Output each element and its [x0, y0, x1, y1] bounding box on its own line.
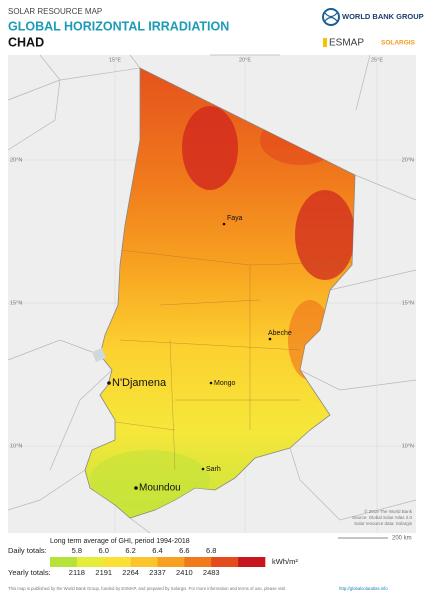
yearly-value: 2337 — [149, 568, 166, 577]
daily-value: 6.6 — [179, 546, 189, 555]
footer-link[interactable]: http://globalsolaratlas.info — [339, 586, 388, 591]
lon-label: 25°E — [371, 57, 383, 63]
cities: Faya Abeche N'Djamena Mongo Sarh Moundou — [107, 215, 292, 494]
yearly-value: 2191 — [95, 568, 112, 577]
city-dot — [209, 381, 213, 385]
legend-swatch — [211, 557, 239, 567]
legend-swatch — [184, 557, 212, 567]
solargis-logo: SOLARGIS — [381, 40, 416, 47]
wb-logo — [322, 8, 340, 26]
yearly-value: 2264 — [122, 568, 139, 577]
lon-label: 15°E — [109, 57, 121, 63]
credit-line: Source: Global Solar Atlas 2.0 — [352, 515, 413, 520]
lat-label: 15°N — [10, 300, 22, 306]
title: GLOBAL HORIZONTAL IRRADIATION — [8, 19, 229, 33]
daily-label: Daily totals: — [8, 546, 47, 555]
grid-labels: 15°E 20°E 25°E 20°N 20°N 15°N 15°N 10°N 10°N — [10, 57, 414, 449]
legend-title: Long term average of GHI, period 1994-20… — [50, 538, 190, 545]
legend-swatch — [157, 557, 185, 567]
daily-value: 6.4 — [152, 546, 162, 555]
lat-label: 10°N — [402, 443, 414, 449]
credit-line: Solar resource data: Solargis — [354, 521, 413, 526]
city-label: Faya — [227, 215, 243, 222]
yearly-value: 2118 — [69, 568, 85, 577]
legend-swatch — [103, 557, 131, 567]
yearly-value: 2483 — [203, 568, 220, 577]
footer-text: This map is published by the World Bank … — [8, 586, 286, 591]
legend-swatch — [238, 557, 266, 567]
city-dot — [134, 486, 138, 490]
lat-label: 10°N — [10, 443, 22, 449]
regions — [99, 249, 355, 471]
legend-swatch — [76, 557, 105, 567]
city-dot — [201, 467, 205, 471]
wb-logo-text: WORLD BANK GROUP — [342, 12, 424, 21]
lat-label: 15°N — [402, 300, 414, 306]
city-dot — [107, 381, 111, 385]
scale-label: 200 km — [392, 536, 412, 542]
legend-swatch — [130, 557, 158, 567]
daily-value: 6.0 — [99, 546, 109, 555]
daily-value: 6.8 — [206, 546, 216, 555]
unit: kWh/m² — [272, 557, 298, 566]
legend: 5.8 2118 6.0 2191 6.2 2264 6.4 2337 6.6 2410 6.8 24… — [50, 546, 266, 577]
credit-line: © 2019 The World Bank — [364, 508, 413, 514]
esmap-mark — [323, 38, 327, 47]
city-label: Abeche — [268, 330, 292, 337]
city-label: Mongo — [214, 380, 236, 387]
borders — [7, 54, 417, 534]
subtitle: SOLAR RESOURCE MAP — [8, 7, 102, 16]
yearly-value: 2410 — [176, 568, 193, 577]
city-dot — [268, 337, 272, 341]
lat-label: 20°N — [402, 157, 414, 163]
city-dot — [222, 222, 226, 226]
esmap-logo: ESMAP — [329, 38, 364, 49]
city-label: Moundou — [139, 483, 181, 494]
daily-value: 6.2 — [125, 546, 135, 555]
city-label: Sarh — [206, 466, 221, 473]
city-label: N'Djamena — [112, 377, 167, 389]
yearly-label: Yearly totals: — [8, 568, 51, 577]
country: CHAD — [8, 35, 44, 49]
daily-value: 5.8 — [72, 546, 82, 555]
legend-swatch — [50, 557, 78, 567]
lake-chad — [92, 348, 106, 362]
lat-label: 20°N — [10, 157, 22, 163]
wb-logo-mark — [324, 12, 338, 22]
lon-label: 20°E — [239, 57, 251, 63]
